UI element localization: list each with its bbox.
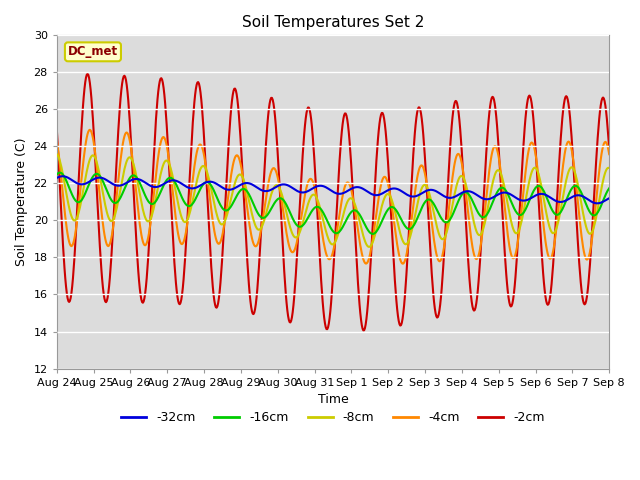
Legend: -32cm, -16cm, -8cm, -4cm, -2cm: -32cm, -16cm, -8cm, -4cm, -2cm <box>116 406 550 429</box>
Y-axis label: Soil Temperature (C): Soil Temperature (C) <box>15 138 28 266</box>
Title: Soil Temperatures Set 2: Soil Temperatures Set 2 <box>242 15 424 30</box>
X-axis label: Time: Time <box>317 393 348 406</box>
Text: DC_met: DC_met <box>68 45 118 59</box>
